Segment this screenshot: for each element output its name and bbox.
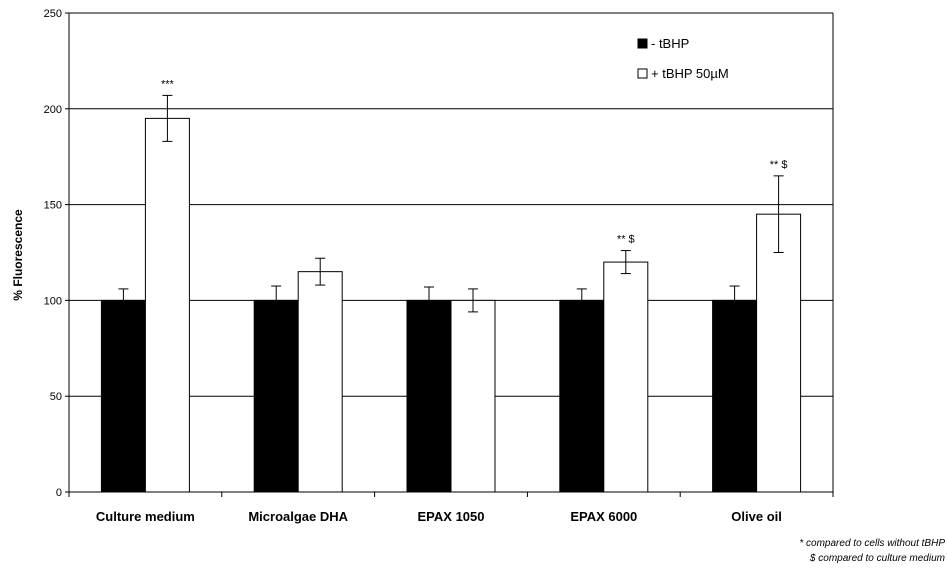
x-category-label: EPAX 1050: [418, 509, 485, 524]
bar-plus-tbhp: [756, 213, 802, 493]
significance-label: ** $: [617, 234, 635, 246]
y-tick-label: 200: [44, 104, 62, 116]
bar-minus-tbhp: [100, 299, 146, 493]
bar-minus-tbhp: [559, 299, 605, 493]
x-category-label: Microalgae DHA: [248, 509, 348, 524]
legend-swatch-minus-tbhp: [637, 38, 648, 49]
bar-minus-tbhp: [712, 299, 758, 493]
footnote-2: $ compared to culture medium: [809, 553, 945, 564]
y-axis-ticks: 0 50 100 150 200 250: [44, 8, 833, 499]
y-tick-label: 100: [44, 295, 62, 307]
bar-plus-tbhp: [450, 299, 496, 493]
bars: [100, 94, 802, 493]
bar-plus-tbhp: [603, 261, 649, 493]
significance-annotations: *** ** $ ** $: [161, 78, 787, 245]
footnote-1: * compared to cells without tBHP: [799, 538, 945, 549]
x-category-label: Olive oil: [731, 509, 782, 524]
bar-minus-tbhp: [406, 299, 452, 493]
legend-label-plus-tbhp: + tBHP 50µM: [651, 66, 729, 81]
y-tick-label: 150: [44, 200, 62, 212]
bar-plus-tbhp: [144, 117, 190, 493]
significance-label: ** $: [770, 159, 788, 171]
legend-swatch-plus-tbhp: [637, 68, 648, 79]
legend-label-minus-tbhp: - tBHP: [651, 36, 689, 51]
y-tick-label: 250: [44, 8, 62, 20]
x-category-label: EPAX 6000: [570, 509, 637, 524]
x-category-label: Culture medium: [96, 509, 195, 524]
bar-plus-tbhp: [297, 271, 343, 493]
y-tick-label: 0: [56, 487, 62, 499]
y-tick-label: 50: [50, 391, 62, 403]
y-axis-label: % Fluorescence: [11, 209, 25, 301]
bar-minus-tbhp: [253, 299, 299, 493]
legend: - tBHP + tBHP 50µM: [637, 36, 729, 81]
significance-label: ***: [161, 78, 175, 90]
x-axis-categories: Culture medium Microalgae DHA EPAX 1050 EPA…: [68, 492, 834, 524]
